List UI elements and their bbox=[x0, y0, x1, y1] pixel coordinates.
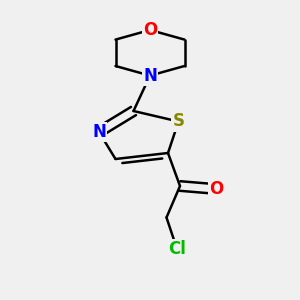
Text: O: O bbox=[209, 180, 223, 198]
Text: Cl: Cl bbox=[168, 240, 186, 258]
Text: N: N bbox=[143, 67, 157, 85]
Text: O: O bbox=[143, 21, 157, 39]
Text: N: N bbox=[92, 123, 106, 141]
Text: S: S bbox=[172, 112, 184, 130]
